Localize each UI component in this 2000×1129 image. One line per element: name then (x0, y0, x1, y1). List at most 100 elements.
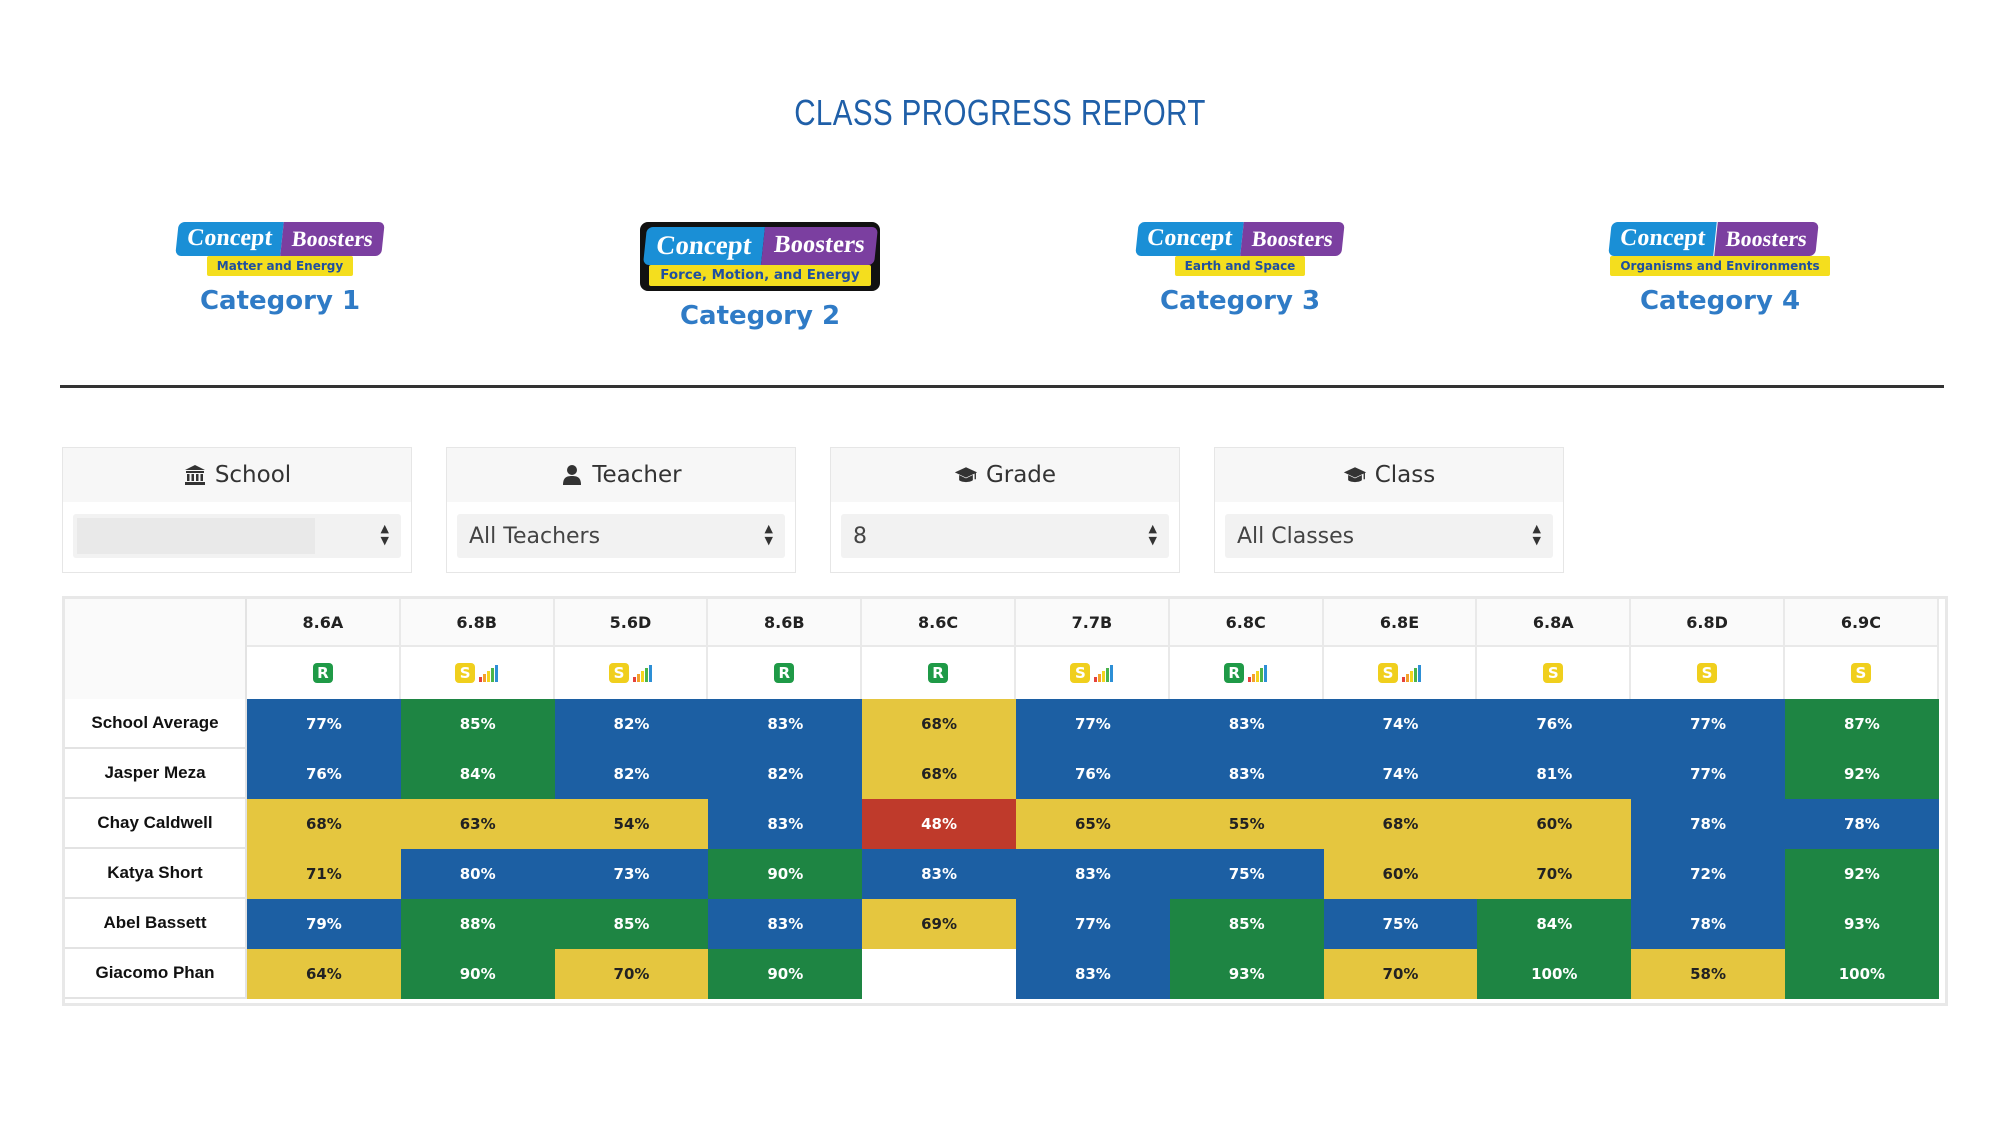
grade-select[interactable]: 8 ▲ ▼ (841, 514, 1169, 558)
bar-segment (1248, 677, 1252, 682)
score-cell[interactable]: 74% (1323, 699, 1478, 749)
score-cell[interactable]: 72% (1631, 849, 1785, 899)
filter-label: Grade (985, 462, 1057, 488)
score-cell[interactable]: 63% (400, 799, 555, 849)
score-cell[interactable]: 83% (1016, 849, 1170, 899)
score-cell[interactable]: 90% (708, 949, 863, 999)
score-cell[interactable]: 55% (1169, 799, 1324, 849)
score-cell[interactable]: 100% (1785, 949, 1939, 999)
score-cell[interactable]: 76% (1016, 749, 1170, 799)
score-cell[interactable]: 77% (247, 699, 401, 749)
score-cell[interactable]: 93% (1169, 949, 1324, 999)
score-cell[interactable]: 85% (554, 899, 709, 949)
filter-label: Class (1374, 462, 1436, 488)
score-cell[interactable]: 79% (247, 899, 401, 949)
score-cell[interactable]: 70% (554, 949, 709, 999)
score-cell[interactable]: 77% (1631, 749, 1785, 799)
column-header: 6.9C (1785, 599, 1939, 647)
score-cell[interactable]: 82% (554, 699, 709, 749)
page-title: CLASS PROGRESS REPORT (794, 92, 1206, 133)
score-cell[interactable]: 78% (1785, 799, 1939, 849)
score-cell[interactable]: 80% (400, 849, 555, 899)
score-cell[interactable]: 84% (400, 749, 555, 799)
logo-subtitle: Force, Motion, and Energy (649, 264, 871, 287)
score-cell[interactable]: 68% (862, 699, 1016, 749)
logo-wordmark: Concept Boosters (1608, 222, 1829, 256)
score-cell[interactable]: 73% (554, 849, 709, 899)
score-cell[interactable]: 70% (1323, 949, 1478, 999)
score-cell[interactable]: 83% (1169, 749, 1324, 799)
score-cell[interactable]: 48% (862, 799, 1016, 849)
column-badge-cell: S (554, 647, 709, 699)
score-cell[interactable]: 83% (1016, 949, 1170, 999)
score-cell[interactable]: 58% (1631, 949, 1785, 999)
bar-segment (648, 665, 652, 682)
score-cell[interactable]: 100% (1477, 949, 1632, 999)
score-cell[interactable]: 64% (247, 949, 401, 999)
score-cell[interactable]: 84% (1477, 899, 1632, 949)
score-cell[interactable]: 68% (1323, 799, 1478, 849)
category-3[interactable]: Concept Boosters Earth and Space Category 3 (1090, 222, 1390, 316)
bar-chart-icon (1094, 664, 1114, 682)
filter-header: Class (1215, 448, 1563, 502)
score-cell[interactable]: 93% (1785, 899, 1939, 949)
score-cell[interactable]: 77% (1016, 699, 1170, 749)
class-select[interactable]: All Classes ▲ ▼ (1225, 514, 1553, 558)
score-cell[interactable]: 85% (400, 699, 555, 749)
score-cell[interactable]: 60% (1477, 799, 1632, 849)
supporting-badge: S (608, 663, 629, 683)
score-cell[interactable]: 83% (862, 849, 1016, 899)
score-cell[interactable]: 85% (1169, 899, 1324, 949)
score-cell[interactable]: 92% (1785, 749, 1939, 799)
score-cell[interactable]: 65% (1016, 799, 1170, 849)
score-cell[interactable] (862, 949, 1016, 999)
score-cell[interactable]: 90% (400, 949, 555, 999)
student-name: Abel Bassett (65, 899, 247, 949)
filter-header: School (63, 448, 411, 502)
select-value: All Classes (1237, 523, 1355, 549)
category-1[interactable]: Concept Boosters Matter and Energy Category… (130, 222, 430, 316)
score-cell[interactable]: 90% (708, 849, 863, 899)
score-cell[interactable]: 82% (554, 749, 709, 799)
school-select[interactable]: ▲ ▼ (73, 514, 401, 558)
score-cell[interactable]: 77% (1631, 699, 1785, 749)
filter-grade: Grade 8 ▲ ▼ (830, 447, 1180, 573)
score-cell[interactable]: 83% (708, 799, 863, 849)
concept-boosters-logo: Concept Boosters Earth and Space (1135, 222, 1345, 276)
score-cell[interactable]: 77% (1016, 899, 1170, 949)
score-cell[interactable]: 70% (1477, 849, 1632, 899)
category-2[interactable]: Concept Boosters Force, Motion, and Energy… (610, 222, 910, 331)
logo-word-right: Boosters (1713, 222, 1819, 256)
score-cell[interactable]: 87% (1785, 699, 1939, 749)
score-cell[interactable]: 76% (247, 749, 401, 799)
teacher-select[interactable]: All Teachers ▲ ▼ (457, 514, 785, 558)
score-cell[interactable]: 82% (708, 749, 863, 799)
score-cell[interactable]: 54% (554, 799, 709, 849)
score-cell[interactable]: 92% (1785, 849, 1939, 899)
score-cell[interactable]: 83% (708, 899, 863, 949)
score-cell[interactable]: 75% (1169, 849, 1324, 899)
score-cell[interactable]: 83% (708, 699, 863, 749)
score-cell[interactable]: 69% (862, 899, 1016, 949)
select-value: 8 (853, 523, 867, 549)
category-label: Category 2 (679, 301, 841, 332)
score-cell[interactable]: 78% (1631, 899, 1785, 949)
score-cell[interactable]: 74% (1323, 749, 1478, 799)
score-cell[interactable]: 81% (1477, 749, 1632, 799)
logo-subtitle: Matter and Energy (206, 256, 354, 276)
category-4[interactable]: Concept Boosters Organisms and Environment… (1570, 222, 1870, 316)
score-cell[interactable]: 60% (1323, 849, 1478, 899)
score-cell[interactable]: 78% (1631, 799, 1785, 849)
score-cell[interactable]: 76% (1477, 699, 1632, 749)
score-cell[interactable]: 83% (1169, 699, 1324, 749)
bar-segment (495, 665, 499, 682)
readiness-badge: R (1224, 663, 1245, 683)
score-cell[interactable]: 75% (1323, 899, 1478, 949)
score-cell[interactable]: 88% (400, 899, 555, 949)
logo-word-left: Concept (1135, 222, 1245, 256)
score-cell[interactable]: 68% (862, 749, 1016, 799)
readiness-badge: R (312, 663, 333, 683)
logo-word-left: Concept (175, 222, 285, 256)
score-cell[interactable]: 68% (247, 799, 401, 849)
score-cell[interactable]: 71% (247, 849, 401, 899)
